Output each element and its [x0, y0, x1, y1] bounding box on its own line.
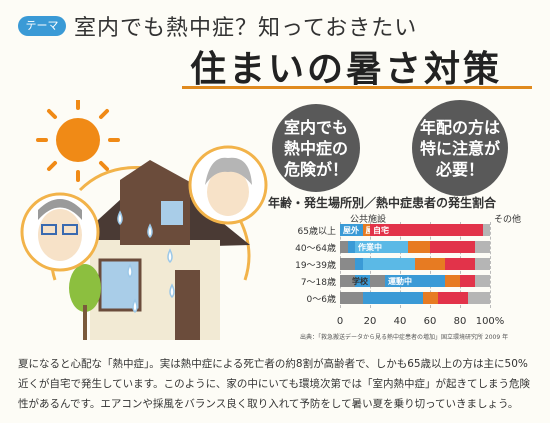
- chart-plot-area: 屋外屋内自宅作業中学校 運動中: [340, 222, 491, 308]
- bar-segment: [355, 241, 408, 253]
- bar-segment: [475, 258, 490, 270]
- bar-segment: [370, 275, 385, 287]
- bar-segment: [347, 241, 355, 253]
- category-label: 19〜39歳: [295, 261, 336, 271]
- title-underline: [182, 86, 532, 89]
- speech-bubble-elderly: 年配の方は 特に注意が 必要！: [412, 100, 508, 196]
- x-tick-label: 100%: [475, 316, 505, 327]
- bar-segment: [362, 224, 370, 236]
- segment-label: 屋外: [343, 226, 359, 235]
- x-tick-label: 40: [393, 316, 407, 327]
- bar-segment: [340, 241, 348, 253]
- bar-segment: [437, 292, 468, 304]
- sweat-drops-icon: [117, 210, 175, 314]
- category-label: 0〜6歳: [306, 295, 336, 305]
- legend-public: 公共施設: [350, 215, 387, 225]
- bar-segment: [370, 224, 483, 236]
- legend-other: その他: [494, 215, 522, 225]
- heat-illustration: [20, 100, 268, 340]
- bar-segment: [460, 275, 475, 287]
- segment-label: 作業中: [358, 243, 382, 252]
- bar-segment: [385, 275, 445, 287]
- x-tick-label: 20: [363, 316, 377, 327]
- bar-row: [340, 258, 490, 270]
- bar-segment: [445, 258, 475, 270]
- bar-segment: [422, 292, 438, 304]
- elderly-woman-icon: [188, 145, 268, 225]
- x-tick-label: 0: [336, 316, 344, 327]
- bar-segment: [430, 241, 475, 253]
- tree-icon: [69, 264, 101, 340]
- bar-segment: [355, 258, 363, 270]
- sun-icon: [36, 100, 120, 182]
- body-paragraph: 夏になると心配な「熱中症」。実は熱中症による死亡者の約8割が高齢者で、しかも65…: [18, 358, 530, 410]
- x-tick-label: 80: [453, 316, 467, 327]
- category-label: 40〜64歳: [295, 244, 336, 254]
- man-with-glasses-icon: [20, 192, 100, 272]
- house-icon: [65, 160, 250, 340]
- speech-bubble-indoor: 室内でも 熱中症の 危険が！: [272, 104, 360, 192]
- bar-row: 作業中: [340, 241, 490, 253]
- bar-segment: [482, 224, 490, 236]
- x-tick-label: 60: [423, 316, 437, 327]
- bar-segment: [362, 258, 415, 270]
- bar-segment: [340, 292, 363, 304]
- bar-segment: [407, 241, 430, 253]
- bar-segment: [340, 275, 355, 287]
- category-label: 65歳以上: [297, 227, 336, 237]
- category-label: 7〜18歳: [300, 278, 336, 288]
- chart-title: 年齢・発生場所別／熱中症患者の発生割合: [268, 196, 497, 210]
- bubble-text-indoor: 室内でも 熱中症の 危険が！: [283, 117, 348, 179]
- bar-segment: [445, 275, 460, 287]
- bar-row: 屋外屋内自宅: [340, 224, 490, 236]
- bar-row: [340, 292, 490, 304]
- bar-segment: [340, 258, 355, 270]
- gridline: [490, 222, 491, 308]
- bar-segment: [475, 275, 490, 287]
- bar-segment: [415, 258, 445, 270]
- chart-source: 出典：「救急搬送データから見る熱中症患者の増加」国立環境研究所 2009 年: [300, 334, 509, 341]
- bar-segment: [475, 241, 490, 253]
- bubble-text-elderly: 年配の方は 特に注意が 必要！: [419, 117, 500, 179]
- bar-segment: [340, 224, 363, 236]
- bar-segment: [467, 292, 490, 304]
- bar-row: 学校 運動中: [340, 275, 490, 287]
- bar-segment: [362, 292, 423, 304]
- segment-label: 自宅: [373, 226, 389, 235]
- segment-label: 学校: [352, 277, 368, 286]
- page-title: 住まいの暑さ対策: [190, 49, 503, 90]
- bar-segment: [355, 275, 370, 287]
- theme-tag: テーマ: [18, 16, 66, 36]
- page-subtitle: 室内でも熱中症？知っておきたい: [74, 16, 418, 41]
- segment-label: 運動中: [388, 277, 412, 286]
